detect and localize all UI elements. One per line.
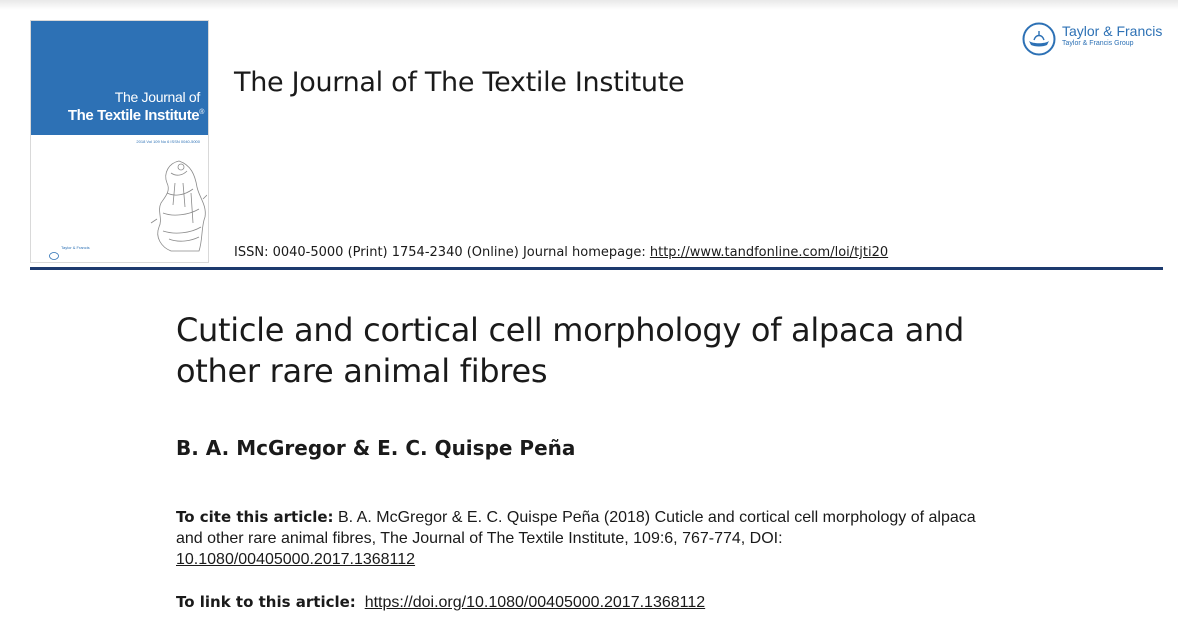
- cover-journal-name-text: The Textile Institute: [67, 107, 200, 124]
- cover-issn: 2018 Vol 109 No 6 ISSN 0040-5000: [136, 139, 200, 144]
- publisher-group: Taylor & Francis Group: [1062, 40, 1134, 47]
- publisher-name: Taylor & Francis: [1062, 23, 1163, 39]
- top-shadow: [0, 0, 1178, 10]
- article-title-line-1: Cuticle and cortical cell morphology of …: [176, 311, 965, 349]
- cover-journal-prefix: The Journal of: [114, 89, 201, 105]
- cover-publisher-logo: Taylor & Francis: [49, 245, 99, 260]
- journal-title: The Journal of The Textile Institute: [234, 67, 685, 98]
- publisher-logo: Taylor & Francis Taylor & Francis Group: [1022, 20, 1172, 60]
- citation-text: B. A. McGregor & E. C. Quispe Peña (2018…: [176, 509, 976, 547]
- article-title: Cuticle and cortical cell morphology of …: [176, 310, 1076, 392]
- cover-registered-mark: ®: [199, 109, 204, 116]
- journal-homepage-link[interactable]: http://www.tandfonline.com/loi/tjti20: [649, 245, 889, 260]
- taylor-francis-logo-icon: [1022, 22, 1056, 56]
- issn-text: ISSN: 0040-5000 (Print) 1754-2340 (Onlin…: [234, 245, 650, 260]
- citation-doi-link[interactable]: 10.1080/00405000.2017.1368112: [176, 551, 416, 568]
- journal-cover: The Journal of The Textile Institute® 20…: [30, 20, 209, 263]
- header-divider: [30, 267, 1163, 270]
- cover-illustration: [150, 160, 207, 252]
- citation-label: To cite this article:: [176, 508, 334, 526]
- article-link-block: To link to this article: https://doi.org…: [176, 593, 705, 612]
- article-link-label: To link to this article:: [176, 593, 356, 611]
- article-title-line-2: other rare animal fibres: [176, 352, 548, 390]
- citation-block: To cite this article: B. A. McGregor & E…: [176, 507, 986, 570]
- cover-blue-band: [31, 21, 208, 135]
- article-doi-url[interactable]: https://doi.org/10.1080/00405000.2017.13…: [364, 594, 706, 611]
- article-authors: B. A. McGregor & E. C. Quispe Peña: [176, 436, 576, 460]
- cover-journal-name: The Textile Institute®: [68, 107, 204, 124]
- cover-logo-icon: [49, 252, 59, 260]
- cover-logo-text: Taylor & Francis: [61, 245, 90, 250]
- issn-line: ISSN: 0040-5000 (Print) 1754-2340 (Onlin…: [234, 245, 888, 260]
